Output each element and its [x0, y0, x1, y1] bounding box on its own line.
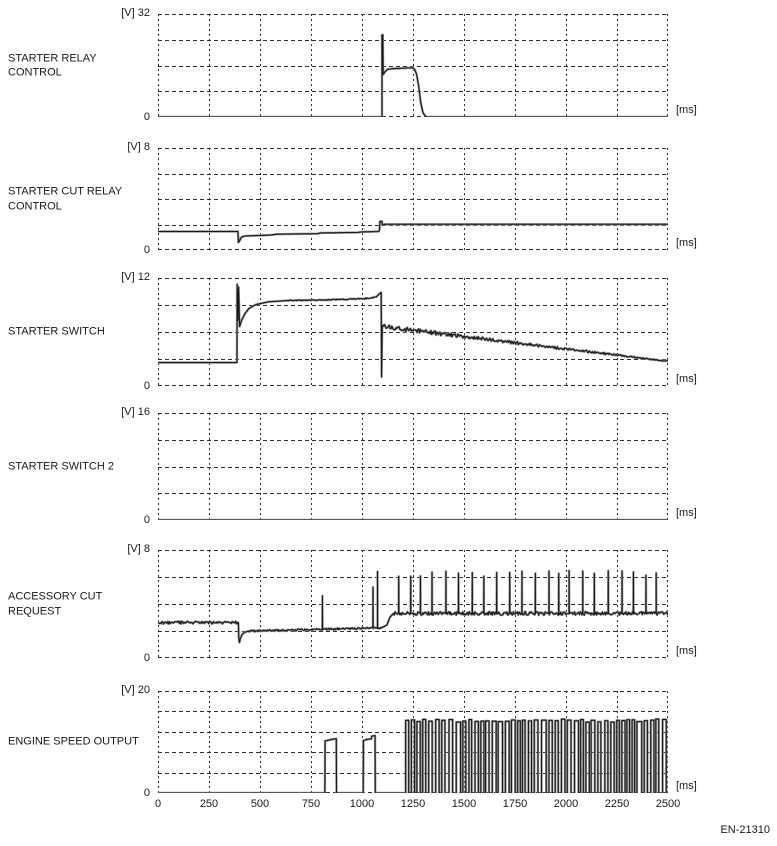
x-axis-unit-label: [ms] — [676, 780, 697, 792]
x-tick-label: 250 — [199, 798, 219, 810]
x-axis-unit-label: [ms] — [676, 507, 697, 519]
channel-label: STARTER SWITCH — [8, 325, 105, 338]
x-axis-unit-label: [ms] — [676, 237, 697, 249]
scope-panel-starter-cut-relay-control: STARTER CUT RELAY CONTROL [V] 8 0 [ms] — [0, 141, 777, 256]
x-axis-unit-label: [ms] — [676, 104, 697, 116]
y-axis-zero-label: 0 — [143, 380, 150, 392]
y-axis-max-label: [V] 8 — [127, 543, 150, 555]
x-tick-label: 2000 — [553, 798, 579, 810]
y-axis-zero-label: 0 — [143, 111, 150, 123]
scope-panel-starter-relay-control: STARTER RELAY CONTROL [V] 32 0 [ms] — [0, 7, 777, 123]
channel-label: ACCESSORY CUT REQUEST — [8, 590, 103, 617]
x-tick-label: 1500 — [451, 798, 477, 810]
waveform-plot — [158, 550, 668, 658]
channel-label: ENGINE SPEED OUTPUT — [8, 735, 139, 748]
scope-panel-accessory-cut-request: ACCESSORY CUT REQUEST [V] 8 0 [ms] — [0, 543, 777, 664]
x-tick-label: 1750 — [502, 798, 528, 810]
channel-label: STARTER SWITCH 2 — [8, 460, 114, 473]
waveform-plot — [158, 148, 668, 250]
x-tick-label: 750 — [301, 798, 321, 810]
y-axis-zero-label: 0 — [143, 787, 150, 799]
y-axis-max-label: [V] 20 — [121, 684, 150, 696]
waveform-plot — [158, 691, 668, 793]
x-axis-unit-label: [ms] — [676, 645, 697, 657]
y-axis-max-label: [V] 12 — [121, 271, 150, 283]
x-tick-label: 1000 — [349, 798, 375, 810]
scope-panel-starter-switch: STARTER SWITCH [V] 12 0 [ms] — [0, 271, 777, 392]
waveform-plot — [158, 413, 668, 520]
waveform-plot — [158, 14, 668, 117]
x-tick-label: 1250 — [400, 798, 426, 810]
scope-panel-engine-speed-output: ENGINE SPEED OUTPUT [V] 20 0 [ms] — [0, 684, 777, 799]
channel-label: STARTER RELAY CONTROL — [8, 51, 97, 79]
y-axis-zero-label: 0 — [143, 652, 150, 664]
scope-panel-starter-switch-2: STARTER SWITCH 2 [V] 16 0 [ms] — [0, 406, 777, 526]
figure-reference-code: EN-21310 — [720, 824, 770, 836]
y-axis-zero-label: 0 — [143, 244, 150, 256]
x-tick-label: 2500 — [655, 798, 681, 810]
x-axis-unit-label: [ms] — [676, 373, 697, 385]
x-tick-label: 500 — [250, 798, 270, 810]
x-tick-label: 0 — [154, 798, 162, 810]
waveform-plot — [158, 278, 668, 386]
y-axis-max-label: [V] 16 — [121, 406, 150, 418]
y-axis-zero-label: 0 — [143, 514, 150, 526]
channel-label: STARTER CUT RELAY CONTROL — [8, 185, 122, 212]
y-axis-max-label: [V] 8 — [127, 141, 150, 153]
x-tick-label: 2250 — [604, 798, 630, 810]
y-axis-max-label: [V] 32 — [121, 7, 150, 19]
